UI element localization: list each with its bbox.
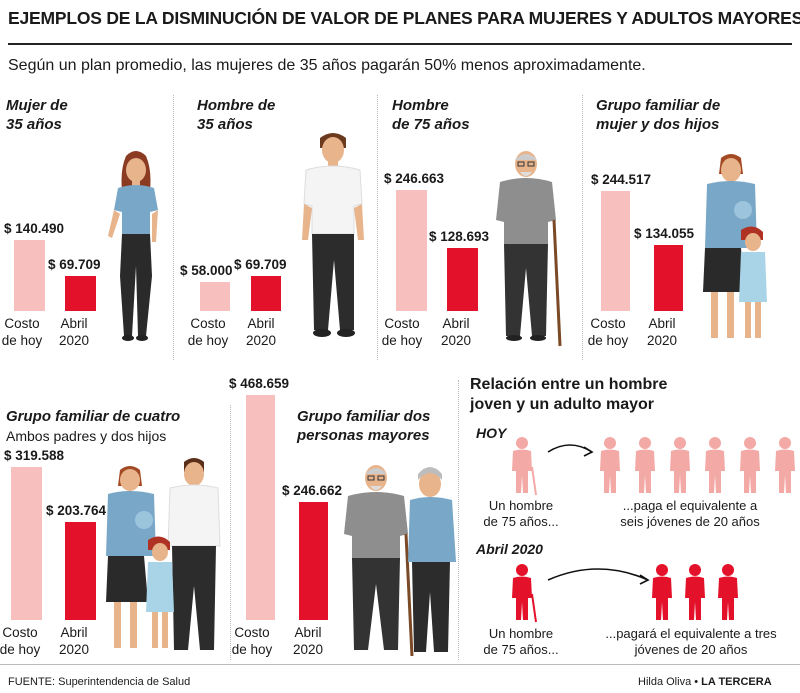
mother-kids-figure: [703, 154, 767, 338]
bar-april-2020: [65, 522, 96, 620]
arrowhead-icon: [583, 446, 594, 457]
panel-divider: [377, 95, 378, 360]
old-man-icon: [512, 437, 537, 496]
panel-title-family-four: Grupo familiar de cuatro Ambos padres y …: [6, 408, 181, 444]
family-four-figure: [106, 458, 221, 650]
header-rule: [8, 43, 792, 45]
old-man-icon: [512, 564, 537, 623]
panel-title-mother-two-kids: Grupo familiar de mujer y dos hijos: [596, 97, 721, 133]
young-man-icon: [652, 564, 672, 620]
category-label: Abril 2020: [58, 316, 90, 348]
category-label: Costo de hoy: [187, 316, 229, 348]
today-right-text: ...paga el equivalente a seis jóvenes de…: [620, 498, 760, 529]
panel-title-woman-35: Mujer de 35 años: [6, 97, 68, 133]
arrow-icon: [547, 568, 649, 581]
bar-cost-today: [601, 191, 630, 311]
young-man-icon: [718, 564, 738, 620]
senior-couple-figure: [344, 465, 456, 657]
panel-divider: [582, 95, 583, 360]
april-label: Abril 2020: [476, 541, 543, 557]
bar-value-label: $ 244.517: [591, 172, 652, 187]
panel-divider: [173, 95, 174, 360]
infographic-subtitle: Según un plan promedio, las mujeres de 3…: [8, 57, 646, 74]
panel-title-man-35: Hombre de 35 años: [197, 97, 276, 133]
infographic-title: EJEMPLOS DE LA DISMINUCIÓN DE VALOR DE P…: [8, 8, 800, 28]
category-label: Abril 2020: [58, 625, 90, 657]
category-label: Costo de hoy: [587, 316, 629, 348]
april-left-text: Un hombre de 75 años...: [483, 626, 559, 657]
bar-april-2020: [65, 276, 96, 311]
today-left-text: Un hombre de 75 años...: [483, 498, 559, 529]
bar-value-label: $ 246.662: [282, 483, 343, 498]
bar-april-2020: [654, 245, 683, 311]
bar-value-label: $ 468.659: [229, 376, 290, 391]
footer-rule: [0, 664, 800, 665]
young-man-icon: [685, 564, 705, 620]
bar-cost-today: [246, 395, 275, 620]
credit: Hilda Oliva • LA TERCERA: [638, 676, 772, 688]
category-label: Abril 2020: [292, 625, 324, 657]
bar-value-label: $ 58.000: [180, 263, 233, 278]
young-man-icon: [635, 437, 655, 493]
source-note: FUENTE: Superintendencia de Salud: [8, 676, 191, 688]
april-right-text: ...pagará el equivalente a tres jóvenes …: [605, 626, 777, 657]
bar-cost-today: [14, 240, 45, 311]
bar-value-label: $ 246.663: [384, 171, 445, 186]
bar-cost-today: [11, 467, 42, 620]
young-man-icon: [600, 437, 620, 493]
bar-value-label: $ 128.693: [429, 229, 490, 244]
category-label: Costo de hoy: [1, 316, 43, 348]
category-label: Costo de hoy: [0, 625, 41, 657]
panel-title-man-75: Hombre de 75 años: [392, 97, 470, 133]
bar-value-label: $ 319.588: [4, 448, 65, 463]
bar-cost-today: [200, 282, 230, 311]
young-man-icon: [740, 437, 760, 493]
bar-april-2020: [251, 276, 281, 311]
category-label: Abril 2020: [440, 316, 472, 348]
bar-value-label: $ 203.764: [46, 503, 107, 518]
today-label: HOY: [476, 425, 507, 441]
category-label: Costo de hoy: [381, 316, 423, 348]
panel-title-two-seniors: Grupo familiar dos personas mayores: [297, 408, 431, 444]
panel-divider: [230, 405, 231, 660]
category-label: Costo de hoy: [231, 625, 273, 657]
young-man-icon: [775, 437, 795, 493]
bar-value-label: $ 134.055: [634, 226, 695, 241]
relation-title: Relación entre un hombre joven y un adul…: [470, 376, 668, 413]
bar-value-label: $ 69.709: [48, 257, 101, 272]
woman-figure: [108, 151, 158, 341]
bar-april-2020: [447, 248, 478, 311]
bar-value-label: $ 69.709: [234, 257, 287, 272]
young-man-icon: [705, 437, 725, 493]
old-man-figure: [496, 151, 562, 347]
young-man-figure: [302, 133, 364, 337]
bar-value-label: $ 140.490: [4, 221, 65, 236]
bar-cost-today: [396, 190, 427, 311]
category-label: Abril 2020: [245, 316, 277, 348]
arrowhead-icon: [639, 574, 650, 585]
young-man-icon: [670, 437, 690, 493]
panel-divider: [458, 380, 459, 660]
bar-april-2020: [299, 502, 328, 620]
category-label: Abril 2020: [646, 316, 678, 348]
